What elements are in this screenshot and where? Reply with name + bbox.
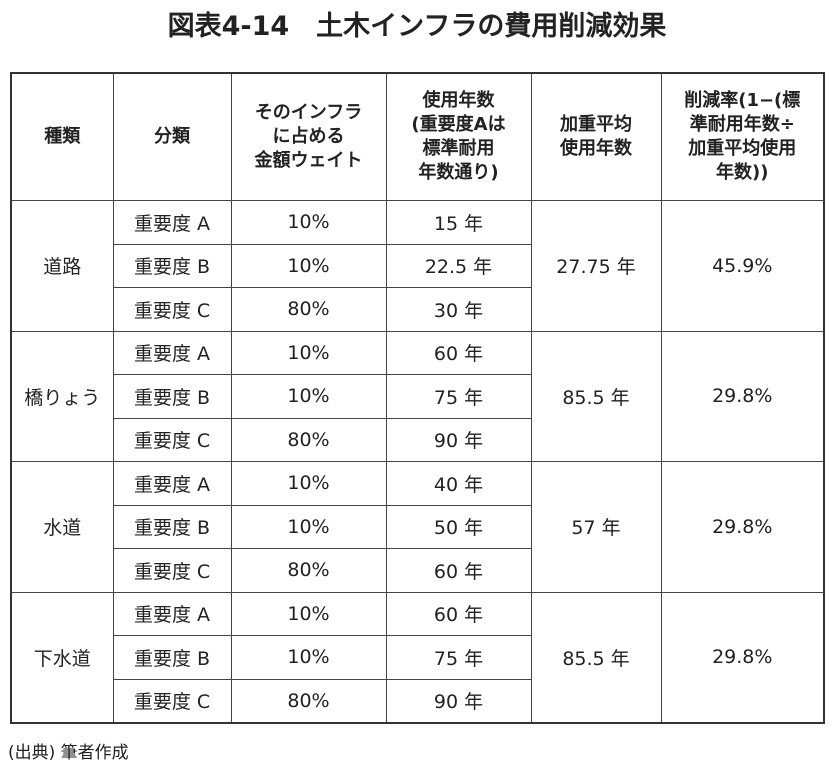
header-cell: 削減率(1−(標 準耐用年数÷ 加重平均使用 年数)) xyxy=(660,72,825,201)
header-line: 種類 xyxy=(44,126,81,147)
cell: 80% xyxy=(230,417,387,462)
cell: 75 年 xyxy=(385,374,532,419)
header-cell: 分類 xyxy=(112,72,232,201)
cell: 重要度 C xyxy=(112,548,232,593)
row: 道路 重要度 A 10% 15 年 27.75 年 45.9% xyxy=(10,200,825,332)
cell: 60 年 xyxy=(385,591,532,636)
cell: 重要度 A xyxy=(112,461,232,506)
average-cell: 85.5 年 xyxy=(530,330,662,462)
cell: 10% xyxy=(230,374,387,419)
row: 重要度 B 10% 75 年 xyxy=(11,374,824,419)
header-line: 削減率(1−(標 xyxy=(684,90,801,111)
header-line: 標準耐用 xyxy=(422,138,495,159)
cell: 75 年 xyxy=(385,635,532,680)
cell: 10% xyxy=(230,591,387,636)
header-line: 金額ウェイト xyxy=(254,150,363,171)
cell: 重要度 C xyxy=(112,417,232,462)
reduction-cell: 29.8% xyxy=(660,461,825,593)
cell: 10% xyxy=(230,504,387,549)
type-cell: 水道 xyxy=(10,461,114,593)
cell: 40 年 xyxy=(385,461,532,506)
row: 重要度 C 80% 60 年 xyxy=(11,548,824,593)
header-line: 加重平均 xyxy=(560,114,632,135)
cell: 10% xyxy=(230,200,387,245)
cell: 10% xyxy=(230,243,387,288)
cell: 80% xyxy=(230,287,387,332)
row: 水道 重要度 A 10% 40 年 57 年 29.8% xyxy=(10,461,825,593)
header-line: そのインフラ xyxy=(254,102,363,123)
cell: 80% xyxy=(230,548,387,593)
header-line: 年数通り) xyxy=(418,162,499,183)
header-line: 分類 xyxy=(154,126,190,147)
row: 重要度 C 80% 30 年 xyxy=(11,287,824,332)
cell: 重要度 B xyxy=(112,374,232,419)
row: 重要度 B 10% 22.5 年 xyxy=(11,243,824,288)
cell: 50 年 xyxy=(385,504,532,549)
header-cell: 種類 xyxy=(10,72,114,201)
average-cell: 57 年 xyxy=(530,461,662,593)
reduction-cell: 29.8% xyxy=(660,591,825,724)
header-line: 準耐用年数÷ xyxy=(689,114,795,135)
cell: 重要度 A xyxy=(112,330,232,375)
type-cell: 下水道 xyxy=(10,591,114,724)
reduction-cell: 29.8% xyxy=(660,330,825,462)
cell: 重要度 A xyxy=(112,591,232,636)
cell: 30 年 xyxy=(385,287,532,332)
table: 種類 分類 そのインフラ に占める 金額ウェイト 使用年数 (重要度Aは 標準耐用 年数通り) 加… xyxy=(10,72,825,724)
cell: 22.5 年 xyxy=(385,243,532,288)
title: 図表4-14 土木インフラの費用削減効果 xyxy=(167,11,667,42)
cell: 60 年 xyxy=(385,330,532,375)
cell: 重要度 C xyxy=(112,287,232,332)
cell: 10% xyxy=(230,461,387,506)
row: 下水道 重要度 A 10% 60 年 85.5 年 29.8% xyxy=(10,591,825,724)
header-line: に占める xyxy=(272,126,345,147)
row: 重要度 C 80% 90 年 xyxy=(11,678,824,724)
header-line: (重要度Aは xyxy=(411,114,506,135)
type-cell: 橋りょう xyxy=(10,330,114,462)
row: 重要度 B 10% 75 年 xyxy=(11,635,824,680)
cell: 10% xyxy=(230,635,387,680)
header-line: 使用年数 xyxy=(422,90,495,111)
row: 重要度 C 80% 90 年 xyxy=(11,417,824,462)
cell: 90 年 xyxy=(385,417,532,462)
header-line: 加重平均使用 xyxy=(688,138,797,159)
header-line: 使用年数 xyxy=(560,138,632,159)
cell: 10% xyxy=(230,330,387,375)
cell: 90 年 xyxy=(385,678,532,724)
cell: 60 年 xyxy=(385,548,532,593)
header-cell: 使用年数 (重要度Aは 標準耐用年数通り) xyxy=(385,72,532,201)
average-cell: 85.5 年 xyxy=(530,591,662,724)
row: 橋りょう 重要度 A 10% 60 年 85.5 年 29.8% xyxy=(10,330,825,462)
cell: 80% xyxy=(230,678,387,724)
cell: 重要度 C xyxy=(112,678,232,724)
header-line: 年数)) xyxy=(716,162,769,183)
cell: 重要度 B xyxy=(112,243,232,288)
row: 重要度 B 10% 50 年 xyxy=(11,504,824,549)
cell: 重要度 B xyxy=(112,504,232,549)
source-note: (出典) 筆者作成 xyxy=(8,743,129,763)
type-cell: 道路 xyxy=(10,200,114,332)
header-row: 種類 分類 そのインフラ に占める 金額ウェイト 使用年数 (重要度Aは 標準耐用 年数通り) 加… xyxy=(10,72,825,201)
average-cell: 27.75 年 xyxy=(530,200,662,332)
header-cell: そのインフラ に占める金額ウェイト xyxy=(230,72,387,201)
cell: 15 年 xyxy=(385,200,532,245)
cell: 重要度 A xyxy=(112,200,232,245)
reduction-cell: 45.9% xyxy=(660,200,825,332)
header-cell: 加重平均 使用年数 xyxy=(530,72,662,201)
cell: 重要度 B xyxy=(112,635,232,680)
